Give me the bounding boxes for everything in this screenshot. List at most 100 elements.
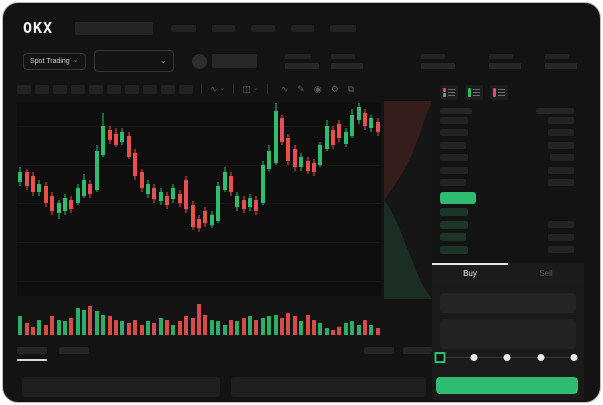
chart-style-dropdown[interactable]: ◫ ⌄ xyxy=(242,84,258,94)
line-tool-icon[interactable]: ∿ xyxy=(280,84,289,94)
slider-stop[interactable] xyxy=(570,354,578,361)
timeframe-button[interactable] xyxy=(17,84,31,94)
chart-style-dropdown-icon: ◫ xyxy=(242,84,251,94)
candle-body xyxy=(324,126,329,150)
amount-placeholder xyxy=(550,154,574,162)
amount-input[interactable] xyxy=(440,319,576,349)
nav-item-placeholder[interactable] xyxy=(212,24,236,32)
price-placeholder xyxy=(440,116,468,124)
timeframe-button[interactable] xyxy=(143,84,157,94)
pair-select-dropdown[interactable]: ⌄ xyxy=(93,50,174,72)
snapshot-icon[interactable]: ◉ xyxy=(313,84,322,94)
amount-placeholder xyxy=(548,246,574,254)
candle-body xyxy=(260,164,265,204)
book-asks-icon[interactable] xyxy=(490,85,508,100)
candle-body xyxy=(228,176,233,192)
volume-bar xyxy=(50,316,55,335)
toolbar-separator xyxy=(233,84,235,94)
slider-stop[interactable] xyxy=(470,354,477,361)
bid-row[interactable] xyxy=(440,231,574,244)
candle-body xyxy=(311,162,316,173)
nav-item-placeholder[interactable] xyxy=(251,24,276,32)
timeframe-button[interactable] xyxy=(71,84,85,94)
candle-body xyxy=(222,172,227,190)
candle-body xyxy=(107,130,112,140)
price-input[interactable] xyxy=(440,293,576,313)
volume-bar xyxy=(331,329,336,335)
market-type-dropdown[interactable]: Spot Trading ⌄ xyxy=(23,52,86,70)
volume-bar xyxy=(56,319,61,335)
order-form: Buy Sell xyxy=(432,263,584,400)
book-both-icon[interactable] xyxy=(440,85,458,100)
fullscreen-icon[interactable]: ⧉ xyxy=(347,84,355,94)
ask-row[interactable] xyxy=(440,177,574,190)
amount-slider[interactable] xyxy=(434,352,578,363)
volume-bar xyxy=(75,307,80,335)
candle-body xyxy=(145,184,150,194)
book-bids-icon[interactable] xyxy=(465,85,483,100)
timeframe-button[interactable] xyxy=(107,84,121,94)
timeframe-button[interactable] xyxy=(125,84,139,94)
ask-row[interactable] xyxy=(440,127,574,140)
nav-item-placeholder[interactable] xyxy=(171,24,197,32)
timeframe-button[interactable] xyxy=(89,84,103,94)
ask-row[interactable] xyxy=(440,114,574,127)
buy-submit-button[interactable] xyxy=(436,377,578,394)
candle-body xyxy=(30,176,35,192)
stat-label-placeholder xyxy=(488,53,513,59)
bottom-tab[interactable] xyxy=(59,347,89,354)
candle-body xyxy=(280,118,285,142)
timeframe-button[interactable] xyxy=(53,84,67,94)
volume-bar xyxy=(369,324,374,335)
candlestick-chart[interactable] xyxy=(17,103,381,296)
amount-placeholder xyxy=(548,166,574,174)
slider-stop[interactable] xyxy=(503,354,511,361)
volume-bar xyxy=(363,319,368,335)
volume-bar xyxy=(120,321,125,335)
ticker-stat xyxy=(330,53,363,69)
volume-bar xyxy=(94,311,99,335)
candle-body xyxy=(350,114,355,136)
bid-row[interactable] xyxy=(440,219,574,232)
tab-sell[interactable]: Sell xyxy=(539,269,553,278)
timeframe-button[interactable] xyxy=(35,84,49,94)
slider-stop[interactable] xyxy=(537,354,544,361)
last-price-badge[interactable] xyxy=(440,191,476,204)
timeframe-button[interactable] xyxy=(161,84,175,94)
volume-bar xyxy=(37,319,42,335)
depth-bids-area xyxy=(384,200,432,299)
ask-row[interactable] xyxy=(440,164,574,177)
draw-icon[interactable]: ✎ xyxy=(297,84,305,94)
nav-item-placeholder[interactable] xyxy=(330,24,357,32)
bid-row[interactable] xyxy=(440,244,574,257)
pair-name-placeholder xyxy=(211,54,257,68)
search-input[interactable] xyxy=(75,21,154,35)
candle-body xyxy=(43,185,48,204)
indicators-dropdown[interactable]: ∿ ⌄ xyxy=(210,84,225,94)
ask-row[interactable] xyxy=(440,139,574,152)
volume-bar xyxy=(62,321,67,335)
volume-bar xyxy=(273,314,278,335)
candle-body xyxy=(120,131,125,142)
bid-row[interactable] xyxy=(440,206,574,219)
slider-handle[interactable] xyxy=(434,352,446,363)
volume-bar xyxy=(337,326,342,335)
settings-icon[interactable]: ⚙ xyxy=(330,84,339,94)
candle-body xyxy=(177,193,182,204)
volume-bar xyxy=(18,316,23,335)
volume-bar xyxy=(350,321,355,335)
candle-body xyxy=(101,126,106,156)
bottom-tab[interactable] xyxy=(17,347,47,361)
candle-body xyxy=(133,153,138,177)
chart-gridline xyxy=(17,164,381,166)
okx-logo[interactable]: OKX xyxy=(23,19,54,37)
tab-buy[interactable]: Buy xyxy=(432,263,508,284)
nav-item-placeholder[interactable] xyxy=(291,24,315,32)
ask-row[interactable] xyxy=(440,152,574,165)
timeframe-button[interactable] xyxy=(179,84,193,94)
icon-lines xyxy=(473,89,480,98)
ticker-stats xyxy=(281,53,577,69)
candle-body xyxy=(171,187,176,200)
volume-bar xyxy=(152,323,157,335)
